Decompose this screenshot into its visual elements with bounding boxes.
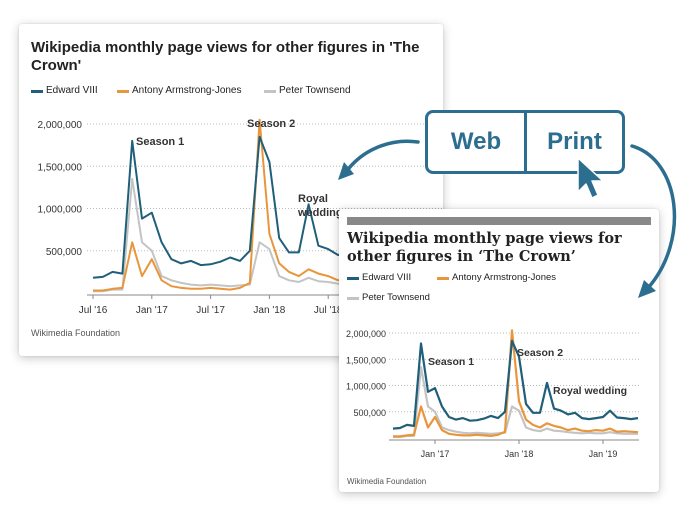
web-chart-title: Wikipedia monthly page views for other f… bbox=[31, 39, 420, 74]
print-chart-card: Wikipedia monthly page views for other f… bbox=[339, 209, 659, 492]
legend-swatch bbox=[264, 90, 276, 93]
print-chart-title: Wikipedia monthly page views for other f… bbox=[347, 230, 622, 265]
print-toggle-button[interactable]: Print bbox=[547, 128, 602, 155]
x-tick-label: Jul '18 bbox=[314, 305, 343, 316]
web-legend: Edward VIII Antony Armstrong-Jones Peter… bbox=[31, 85, 431, 99]
annotation-label: Season 2 bbox=[517, 347, 563, 359]
legend-label: Peter Townsend bbox=[279, 85, 351, 96]
toggle-divider bbox=[524, 113, 527, 171]
annotation-label: Season 2 bbox=[247, 118, 295, 130]
legend-label: Antony Armstrong-Jones bbox=[132, 85, 242, 96]
x-tick-label: Jan '18 bbox=[505, 449, 534, 459]
web-print-toggle[interactable]: Web Print bbox=[425, 110, 625, 174]
print-header-bar bbox=[347, 217, 651, 225]
annotation-label: Royal bbox=[298, 193, 328, 205]
series-line-0 bbox=[392, 339, 639, 430]
web-toggle-button[interactable]: Web bbox=[450, 128, 502, 155]
x-tick-label: Jul '17 bbox=[196, 305, 225, 316]
legend-swatch bbox=[347, 297, 359, 300]
y-tick-label: 1,000,000 bbox=[346, 382, 386, 392]
legend-label: Edward VIII bbox=[362, 272, 412, 283]
y-tick-label: 500,000 bbox=[46, 247, 83, 258]
y-tick-label: 2,000,000 bbox=[346, 329, 386, 339]
legend-swatch bbox=[347, 277, 359, 280]
print-source: Wikimedia Foundation bbox=[347, 477, 427, 486]
y-tick-label: 500,000 bbox=[353, 408, 386, 418]
legend-label: Edward VIII bbox=[46, 85, 98, 96]
print-legend: Edward VIII Antony Armstrong-Jones Peter… bbox=[347, 272, 647, 303]
legend-swatch bbox=[437, 277, 449, 280]
x-tick-label: Jul '16 bbox=[79, 305, 108, 316]
y-tick-label: 1,500,000 bbox=[38, 162, 83, 173]
print-chart-plot: 2,000,000 1,500,000 1,000,000 500,000 Jan '1… bbox=[346, 329, 639, 459]
annotation-label: Season 1 bbox=[136, 136, 184, 148]
x-tick-label: Jan '17 bbox=[421, 449, 450, 459]
legend-swatch bbox=[31, 90, 43, 93]
annotation-label: wedding bbox=[297, 207, 343, 219]
y-tick-label: 2,000,000 bbox=[38, 120, 83, 131]
web-source: Wikimedia Foundation bbox=[31, 328, 121, 338]
x-tick-label: Jan '18 bbox=[253, 305, 285, 316]
legend-swatch bbox=[117, 90, 129, 93]
y-tick-label: 1,000,000 bbox=[38, 205, 83, 216]
y-tick-label: 1,500,000 bbox=[346, 355, 386, 365]
annotation-label: Royal wedding bbox=[553, 385, 627, 397]
x-tick-label: Jan '17 bbox=[136, 305, 168, 316]
series-line-1 bbox=[393, 329, 639, 438]
x-tick-label: Jan '19 bbox=[589, 449, 618, 459]
legend-label: Peter Townsend bbox=[362, 292, 430, 303]
series-line-2 bbox=[393, 366, 638, 438]
annotation-label: Season 1 bbox=[428, 356, 474, 368]
legend-label: Antony Armstrong-Jones bbox=[452, 272, 557, 283]
